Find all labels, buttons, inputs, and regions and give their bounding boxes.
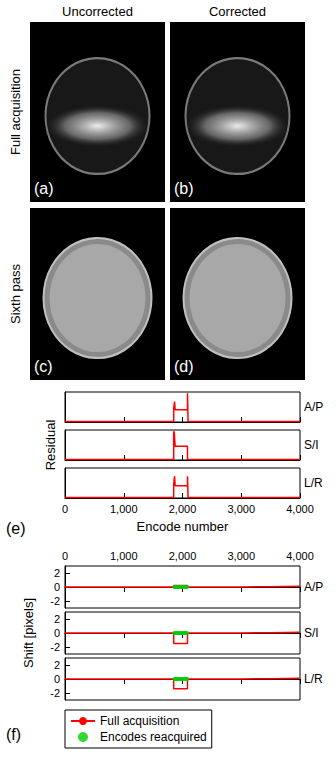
svg-text:3,000: 3,000	[227, 550, 255, 562]
svg-text:0: 0	[62, 550, 68, 562]
svg-text:0: 0	[54, 627, 60, 639]
svg-text:2,000: 2,000	[169, 550, 197, 562]
svg-text:-2: -2	[50, 641, 60, 653]
svg-text:1,000: 1,000	[110, 550, 138, 562]
svg-text:0: 0	[54, 581, 60, 593]
svg-text:Encodes reacquired: Encodes reacquired	[100, 730, 207, 744]
svg-text:Residual: Residual	[43, 420, 58, 471]
svg-text:(e): (e)	[6, 520, 26, 537]
svg-text:4,000: 4,000	[286, 503, 314, 515]
svg-text:2: 2	[54, 613, 60, 625]
svg-text:(a): (a)	[34, 180, 54, 197]
svg-text:0: 0	[54, 673, 60, 685]
svg-text:1,000: 1,000	[110, 503, 138, 515]
svg-text:2: 2	[54, 567, 60, 579]
svg-text:(c): (c)	[34, 358, 53, 375]
svg-text:Sixth pass: Sixth pass	[8, 264, 23, 324]
svg-text:Uncorrected: Uncorrected	[62, 4, 133, 19]
svg-text:S/I: S/I	[304, 438, 319, 452]
svg-text:-2: -2	[50, 687, 60, 699]
svg-text:Full acquisition: Full acquisition	[8, 69, 23, 155]
svg-text:(b): (b)	[174, 180, 194, 197]
svg-text:Full acquisition: Full acquisition	[100, 714, 179, 728]
svg-text:2: 2	[54, 659, 60, 671]
svg-text:2,000: 2,000	[169, 503, 197, 515]
svg-text:Shift [pixels]: Shift [pixels]	[21, 598, 36, 668]
svg-text:A/P: A/P	[304, 580, 323, 594]
svg-text:3,000: 3,000	[227, 503, 255, 515]
svg-text:A/P: A/P	[304, 400, 323, 414]
svg-text:S/I: S/I	[304, 626, 319, 640]
svg-text:L/R: L/R	[304, 476, 323, 490]
svg-text:4,000: 4,000	[286, 550, 314, 562]
svg-text:Encode number: Encode number	[137, 519, 229, 534]
svg-text:Corrected: Corrected	[209, 4, 266, 19]
svg-text:L/R: L/R	[304, 672, 323, 686]
svg-text:(d): (d)	[174, 358, 194, 375]
svg-text:(f): (f)	[6, 726, 21, 743]
svg-text:-2: -2	[50, 595, 60, 607]
svg-text:0: 0	[62, 503, 68, 515]
